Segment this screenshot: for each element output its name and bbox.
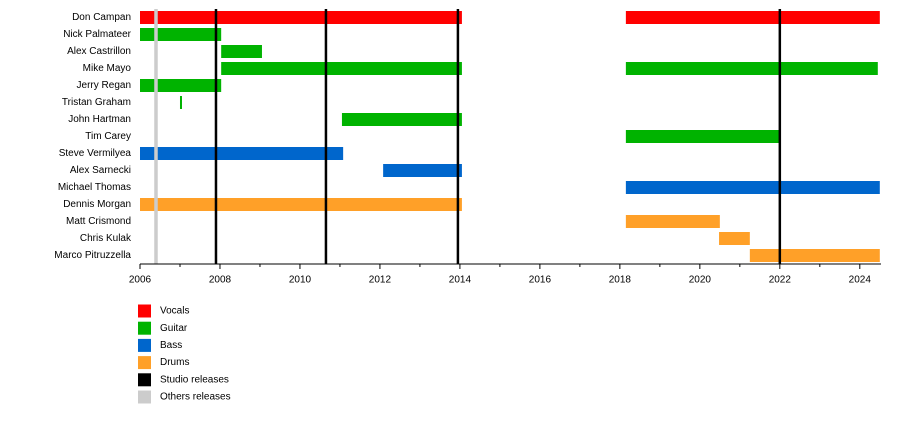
membership-bar [140, 198, 462, 211]
membership-bar [221, 62, 462, 75]
membership-bar [140, 28, 222, 41]
membership-bar [221, 45, 262, 58]
member-label: Marco Pitruzzella [54, 250, 131, 261]
membership-bar [341, 113, 462, 126]
membership-bar [625, 130, 780, 143]
legend-label: Others releases [160, 392, 231, 403]
membership-bar [625, 62, 878, 75]
membership-bar [179, 96, 182, 109]
x-tick-label: 2006 [129, 275, 152, 286]
x-tick-label: 2024 [849, 275, 872, 286]
membership-bar [625, 181, 880, 194]
member-label: Michael Thomas [58, 182, 131, 193]
member-label: Chris Kulak [80, 233, 132, 244]
member-label: Alex Castrillon [67, 46, 131, 57]
membership-bar [625, 11, 880, 24]
legend-label: Studio releases [160, 374, 229, 385]
member-label: Nick Palmateer [63, 29, 131, 40]
member-label: Tim Carey [85, 131, 131, 142]
membership-bar [140, 79, 222, 92]
x-tick-label: 2020 [689, 275, 712, 286]
membership-bar [383, 164, 462, 177]
membership-bar [625, 215, 720, 228]
member-label: Don Campan [72, 12, 131, 23]
member-label: Mike Mayo [83, 63, 132, 74]
x-tick-label: 2018 [609, 275, 632, 286]
legend-swatch [138, 373, 151, 387]
member-label: John Hartman [68, 114, 131, 125]
membership-bar [719, 232, 750, 245]
legend-swatch [138, 321, 151, 335]
legend-swatch [138, 390, 151, 404]
membership-bar [749, 249, 880, 262]
member-label: Jerry Regan [77, 80, 131, 91]
membership-bar [140, 147, 344, 160]
member-label: Dennis Morgan [63, 199, 131, 210]
legend-label: Bass [160, 340, 182, 351]
member-label: Tristan Graham [62, 97, 131, 108]
legend-swatch [138, 304, 151, 318]
member-label: Steve Vermilyea [59, 148, 132, 159]
x-tick-label: 2012 [369, 275, 392, 286]
legend-label: Drums [160, 357, 189, 368]
membership-bar [140, 11, 462, 24]
x-tick-label: 2016 [529, 275, 552, 286]
legend-label: Vocals [160, 306, 189, 317]
legend-swatch [138, 338, 151, 352]
x-tick-label: 2008 [209, 275, 232, 286]
x-tick-label: 2014 [449, 275, 472, 286]
legend-swatch [138, 356, 151, 370]
member-label: Alex Sarnecki [70, 165, 131, 176]
legend-label: Guitar [160, 323, 188, 334]
member-label: Matt Crismond [66, 216, 131, 227]
x-tick-label: 2022 [769, 275, 792, 286]
x-tick-label: 2010 [289, 275, 312, 286]
